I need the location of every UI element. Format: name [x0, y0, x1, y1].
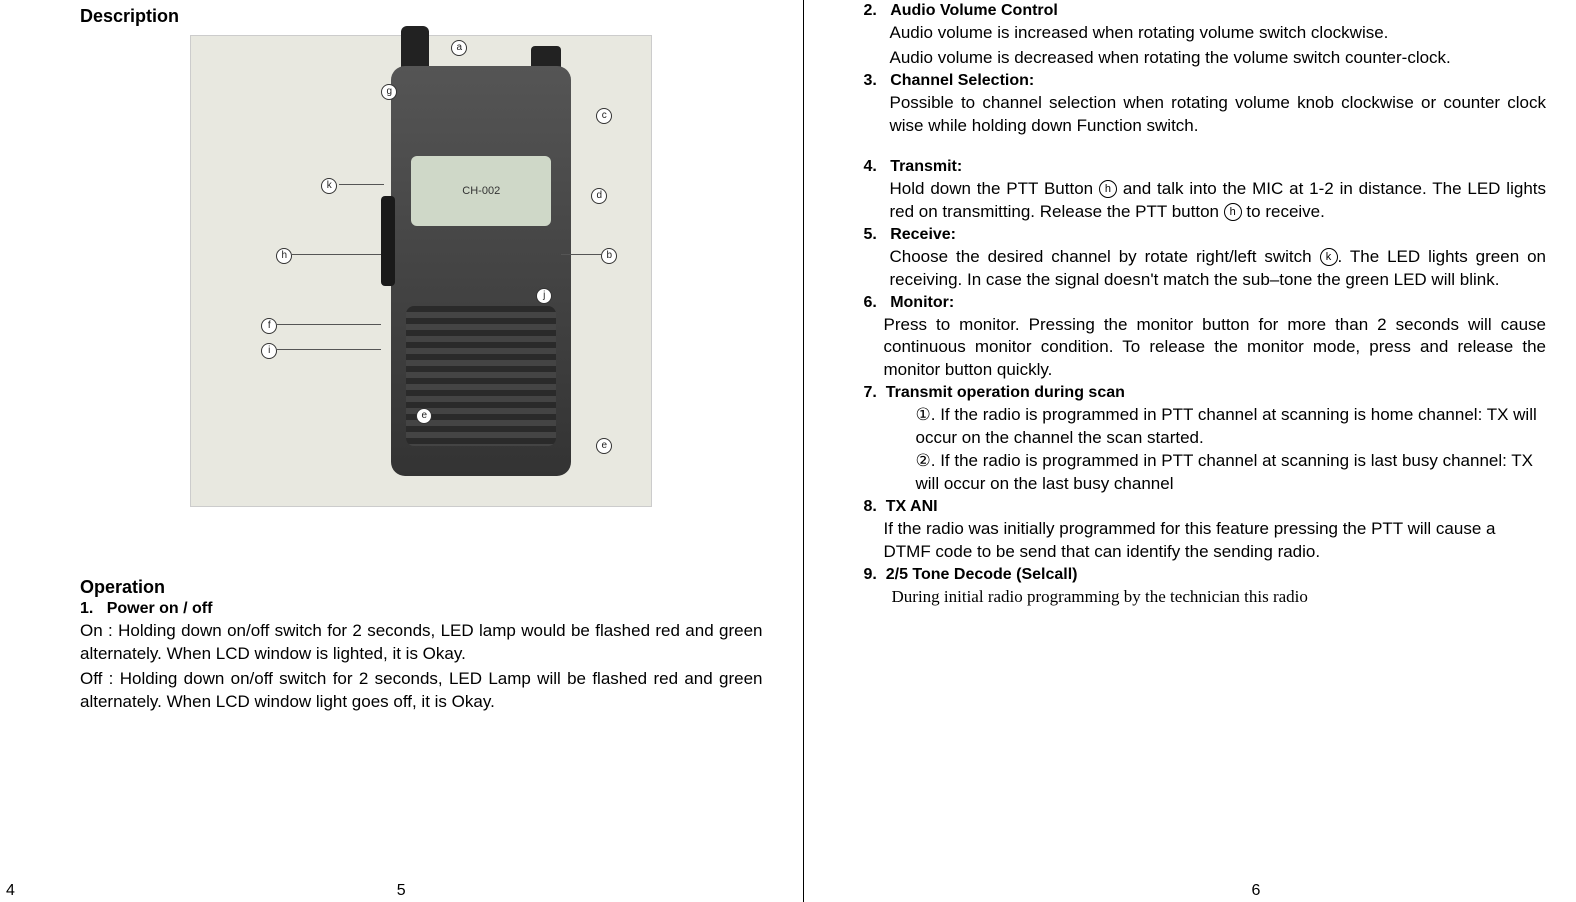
callout-e2: e: [596, 436, 612, 454]
circled-h-1: h: [1099, 180, 1117, 198]
item-2-num: 2.: [864, 2, 877, 19]
item-7-num: 7.: [864, 384, 877, 401]
item-1-hd: Power on / off: [107, 600, 213, 617]
item-1-heading: 1. Power on / off: [80, 600, 763, 618]
i7-s2: . If the radio is programmed in PTT chan…: [916, 451, 1534, 493]
callout-e1: e: [416, 406, 432, 424]
callout-h: h: [276, 246, 292, 264]
item-6-p1: Press to monitor. Pressing the monitor b…: [884, 314, 1547, 383]
circled-h-2: h: [1224, 203, 1242, 221]
item-7-sub1: ①. If the radio is programmed in PTT cha…: [916, 404, 1547, 450]
item-5-num: 5.: [864, 226, 877, 243]
i7-s1-c: ①: [916, 405, 931, 424]
callout-i: i: [261, 341, 277, 359]
i4-p1c: to receive.: [1242, 202, 1325, 221]
item-7-hd: Transmit operation during scan: [886, 384, 1125, 401]
callout-g: g: [381, 82, 397, 100]
callout-d: d: [591, 186, 607, 204]
item-4-hd: Transmit:: [890, 158, 962, 175]
circled-k: k: [1320, 248, 1338, 266]
spacer: [864, 140, 1547, 156]
callout-b: b: [601, 246, 617, 264]
item-9-hd: 2/5 Tone Decode (Selcall): [886, 566, 1078, 583]
leader-b: [561, 254, 601, 255]
item-3-p1: Possible to channel selection when rotat…: [890, 92, 1547, 138]
item-5-hd: Receive:: [890, 226, 956, 243]
radio-figure: CH-002 a g c k d h b j f i e e: [190, 35, 652, 507]
item-2-p1: Audio volume is increased when rotating …: [890, 22, 1547, 45]
i4-p1a: Hold down the PTT Button: [890, 179, 1099, 198]
item-3-hd: Channel Selection:: [890, 72, 1034, 89]
description-heading: Description: [80, 6, 763, 27]
leader-k: [339, 184, 384, 185]
page-spread: Description CH-002 a g c k d h b j f i e…: [0, 0, 1576, 902]
page-number-6: 6: [1252, 882, 1261, 900]
operation-heading: Operation: [80, 577, 763, 598]
item-2-p2: Audio volume is decreased when rotating …: [890, 47, 1547, 70]
callout-j: j: [536, 286, 552, 304]
right-page: 2. Audio Volume Control Audio volume is …: [804, 0, 1576, 902]
page-number-5: 5: [397, 882, 406, 900]
item-8-p1: If the radio was initially programmed fo…: [884, 518, 1547, 564]
item-9-p1: During initial radio programming by the …: [892, 586, 1547, 609]
leader-f: [276, 324, 381, 325]
item-9-heading: 9. 2/5 Tone Decode (Selcall): [864, 566, 1547, 584]
leader-h: [291, 254, 381, 255]
item-8-hd: TX ANI: [886, 498, 938, 515]
item-1-p1: On : Holding down on/off switch for 2 se…: [80, 620, 763, 666]
i5-p1a: Choose the desired channel by rotate rig…: [890, 247, 1320, 266]
item-6-num: 6.: [864, 294, 877, 311]
item-5-heading: 5. Receive:: [864, 226, 1547, 244]
item-7-sub2: ②. If the radio is programmed in PTT cha…: [916, 450, 1547, 496]
item-9-num: 9.: [864, 566, 877, 583]
item-6-hd: Monitor:: [890, 294, 954, 311]
item-2-hd: Audio Volume Control: [890, 2, 1058, 19]
item-5-p1: Choose the desired channel by rotate rig…: [890, 246, 1547, 292]
leader-i: [276, 349, 381, 350]
i7-s2-c: ②: [916, 451, 931, 470]
radio-lcd: CH-002: [411, 156, 551, 226]
radio-ptt: [381, 196, 395, 286]
item-4-heading: 4. Transmit:: [864, 158, 1547, 176]
item-4-num: 4.: [864, 158, 877, 175]
callout-c: c: [596, 106, 612, 124]
item-2-heading: 2. Audio Volume Control: [864, 2, 1547, 20]
item-6-heading: 6. Monitor:: [864, 294, 1547, 312]
item-3-num: 3.: [864, 72, 877, 89]
item-7-heading: 7. Transmit operation during scan: [864, 384, 1547, 402]
lcd-text: CH-002: [462, 185, 500, 197]
callout-a: a: [451, 38, 467, 56]
item-1-num: 1.: [80, 600, 93, 617]
radio-speaker-grill: [406, 306, 556, 446]
item-8-heading: 8. TX ANI: [864, 498, 1547, 516]
callout-k: k: [321, 176, 337, 194]
item-1-p2: Off : Holding down on/off switch for 2 s…: [80, 668, 763, 714]
i7-s1: . If the radio is programmed in PTT chan…: [916, 405, 1537, 447]
item-8-num: 8.: [864, 498, 877, 515]
item-3-heading: 3. Channel Selection:: [864, 72, 1547, 90]
page-number-4: 4: [6, 882, 15, 900]
item-4-p1: Hold down the PTT Button h and talk into…: [890, 178, 1547, 224]
left-page: Description CH-002 a g c k d h b j f i e…: [0, 0, 804, 902]
callout-f: f: [261, 316, 277, 334]
